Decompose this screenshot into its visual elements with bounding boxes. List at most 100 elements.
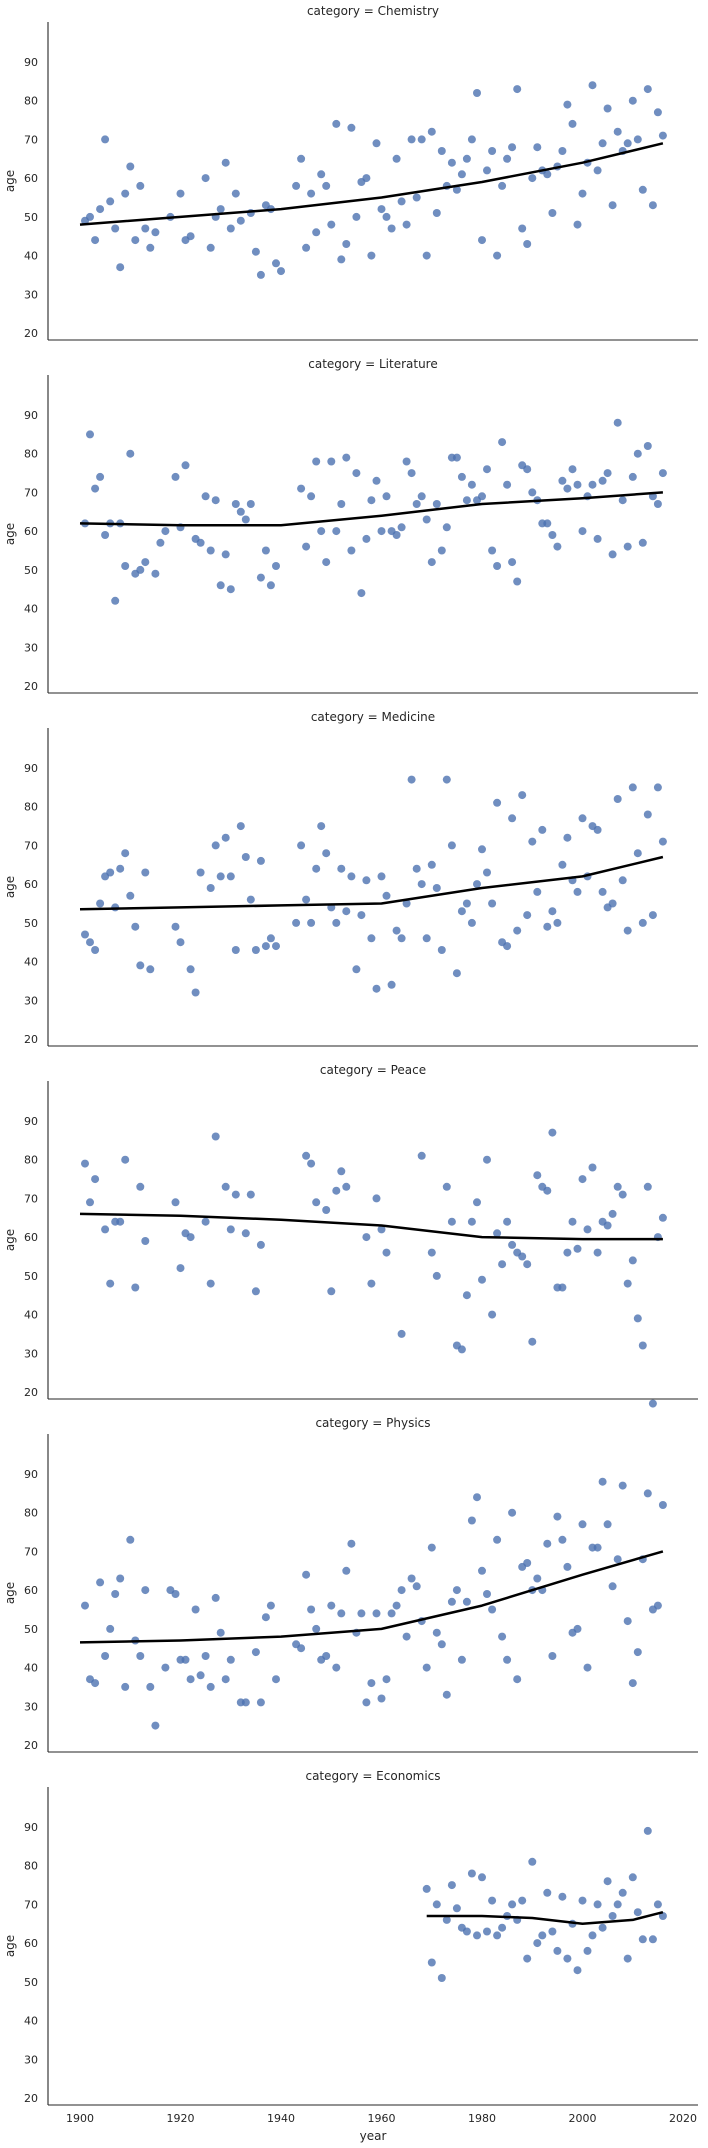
scatter-point [457,1345,466,1354]
scatter-point [533,1574,542,1583]
scatter-point [523,911,532,920]
scatter-point [473,89,481,97]
scatter-point [347,1539,356,1548]
scatter-point [342,1566,351,1575]
scatter-point [186,1233,195,1242]
scatter-point [573,480,582,489]
scatter-point [623,542,632,551]
scatter-point [241,1229,250,1238]
scatter-point [81,1159,89,1168]
scatter-point [101,135,110,144]
x-tick-label: 1980 [468,2112,496,2125]
scatter-point [608,1582,617,1591]
scatter-point [266,581,275,590]
scatter-point [332,1663,341,1672]
scatter-point [226,1655,235,1664]
scatter-point [261,942,270,951]
scatter-point [483,868,491,877]
scatter-point [593,825,602,834]
scatter-point [96,899,105,908]
y-tick-label: 90 [24,56,38,69]
scatter-point [478,236,486,245]
scatter-point [91,946,100,954]
scatter-point [337,1609,346,1618]
scatter-point [372,1194,381,1203]
scatter-point [302,895,311,904]
panel-medicine: category = Medicine 20 30 40 50 60 70 80 90 age [3,710,698,1047]
scatter-point [457,907,466,916]
scatter-point [86,938,94,947]
scatter-point [246,1190,255,1199]
scatter-point [141,558,150,567]
scatter-point [473,1931,481,1940]
scatter-point [598,139,607,148]
y-tick-label: 30 [24,641,38,654]
scatter-point [658,1213,667,1222]
scatter-point [186,965,195,974]
scatter-point [211,1593,220,1602]
scatter-point [422,515,431,524]
scatter-point [131,236,140,245]
scatter-point [593,1248,602,1257]
y-tick-label: 90 [24,1115,38,1128]
scatter-point [272,562,280,570]
scatter-point [196,1671,205,1680]
scatter-point [141,224,150,233]
scatter-point [367,496,376,505]
scatter-point [442,523,451,532]
scatter-point [613,1555,622,1564]
scatter-point [603,469,612,478]
scatter-point [608,201,617,210]
scatter-point [508,1508,517,1517]
scatter-point [503,480,512,489]
scatter-point [553,918,562,927]
scatter-point [226,224,235,233]
scatter-point [427,558,436,567]
scatter-point [312,1198,321,1207]
scatter-point [513,577,522,586]
scatter-point [467,1869,476,1878]
y-tick-label: 60 [24,878,38,891]
scatter-point [256,270,265,279]
scatter-point [382,212,391,221]
scatter-point [618,1888,627,1897]
scatter-point [493,562,502,570]
scatter-point [206,1682,215,1691]
scatter-point [337,500,346,508]
scatter-point [513,926,522,935]
y-tick-label: 50 [24,1270,38,1283]
scatter-point [558,1535,567,1544]
scatter-point [266,1601,275,1610]
scatter-point [362,876,371,885]
scatter-point [131,1283,140,1292]
scatter-point [503,1217,512,1226]
scatter-point [538,825,547,834]
panel-title: category = Literature [308,357,437,371]
y-tick-label: 20 [24,1739,38,1752]
scatter-point [206,546,215,555]
scatter-point [146,1682,155,1691]
scatter-point [648,201,657,210]
scatter-point [352,965,361,974]
scatter-point [377,527,386,536]
x-tick-label: 1940 [267,2112,295,2125]
y-tick-label: 80 [24,1507,38,1520]
scatter-point [483,1590,491,1598]
scatter-point [588,1931,597,1940]
scatter-point [206,1279,215,1288]
scatter-point [437,1974,446,1982]
scatter-point [231,946,240,954]
scatter-point [643,442,652,450]
scatter-point [307,918,316,927]
y-tick-label: 90 [24,1468,38,1481]
scatter-point [151,569,160,578]
scatter-point [452,1904,461,1913]
scatter-point [106,1279,115,1288]
y-tick-label: 30 [24,1700,38,1713]
scatter-point [643,1489,652,1498]
scatter-point [648,911,657,920]
scatter-point [251,1287,260,1296]
scatter-point [216,872,225,881]
scatter-point [643,1826,652,1835]
scatter-point [402,899,411,908]
